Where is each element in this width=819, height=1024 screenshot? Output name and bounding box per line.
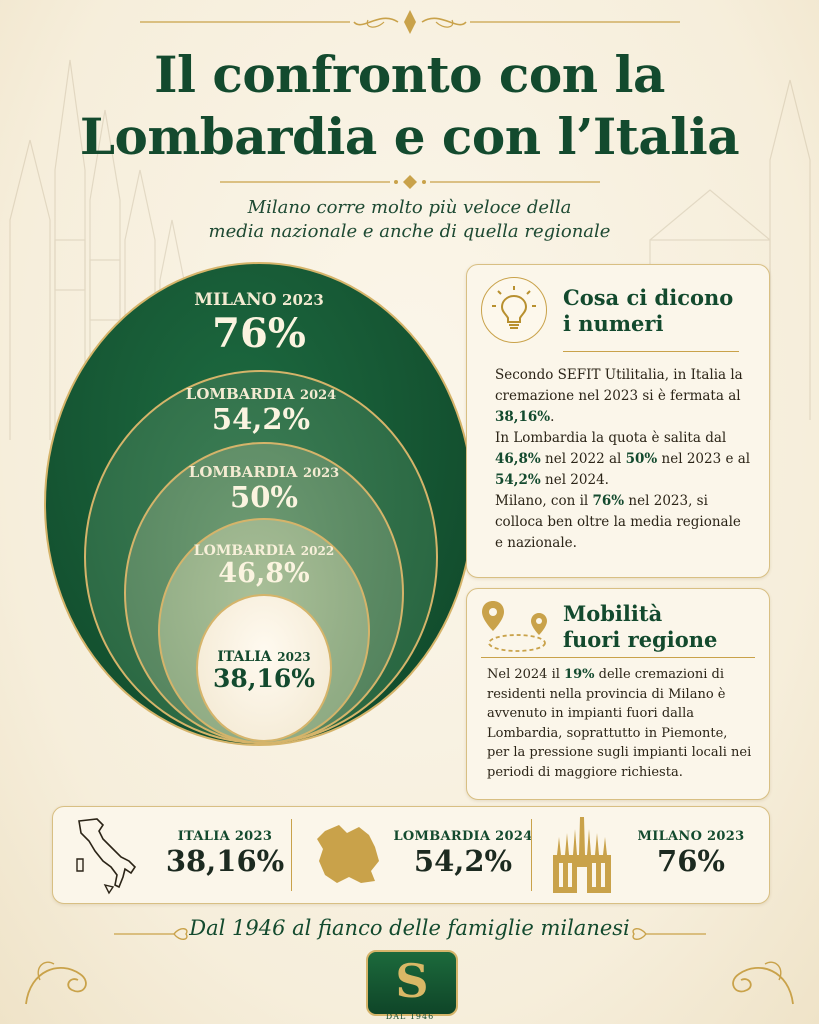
company-logo: S bbox=[366, 950, 458, 1016]
circle-milano-value: 76% bbox=[212, 310, 306, 357]
circle-lombardia-2022-value: 46,8% bbox=[218, 558, 310, 589]
circle-italia-value: 38,16% bbox=[212, 664, 316, 693]
lightbulb-icon bbox=[481, 277, 547, 343]
italy-map-icon bbox=[76, 818, 137, 895]
cathedral-sketch-left bbox=[9, 59, 185, 440]
stat-lombardia: LOMBARDIA 2024 54,2% bbox=[373, 829, 553, 878]
nested-circles-chart: MILANO 2023 76% LOMBARDIA 2024 54,2% LOM… bbox=[44, 262, 474, 746]
stat-milano-label: MILANO 2023 bbox=[637, 829, 745, 844]
mobility-card-body: Nel 2024 il 19% delle cremazioni di resi… bbox=[487, 667, 752, 780]
stats-bar: ITALIA 2023 38,16% LOMBARDIA 2024 54,2% … bbox=[52, 806, 770, 904]
milan-cathedral-icon bbox=[553, 817, 611, 893]
top-ornament bbox=[140, 10, 680, 34]
stats-divider-1 bbox=[291, 819, 292, 891]
footer-tagline: Dal 1946 al fianco delle famiglie milane… bbox=[189, 916, 630, 940]
mobility-title-line-1: Mobilità bbox=[563, 601, 663, 626]
subtitle-line-1: Milano corre molto più veloce della bbox=[247, 197, 572, 218]
circle-italia-2023: ITALIA 2023 38,16% bbox=[196, 594, 332, 742]
numbers-card-title: Cosa ci dicono i numeri bbox=[563, 285, 733, 337]
stat-italia-label: ITALIA 2023 bbox=[177, 829, 273, 844]
mobility-card-title: Mobilità fuori regione bbox=[563, 601, 717, 653]
circle-lombardia-2024-value: 54,2% bbox=[211, 402, 311, 436]
numbers-title-line-2: i numeri bbox=[563, 311, 664, 336]
footer-ornament-right bbox=[632, 928, 706, 940]
circle-lombardia-2024-label: LOMBARDIA 2024 bbox=[185, 385, 337, 403]
stats-divider-2 bbox=[531, 819, 532, 891]
stat-italia: ITALIA 2023 38,16% bbox=[155, 829, 295, 878]
stat-milano: MILANO 2023 76% bbox=[623, 829, 759, 878]
title-line-2: Lombardia e con l’Italia bbox=[79, 107, 740, 166]
circle-milano-label: MILANO 2023 bbox=[194, 290, 324, 310]
numbers-card-divider bbox=[563, 351, 739, 352]
stat-milano-value: 76% bbox=[657, 844, 725, 878]
page-title: Il confronto con la Lombardia e con l’It… bbox=[0, 44, 819, 168]
mobility-card: Mobilità fuori regione Nel 2024 il 19% d… bbox=[466, 588, 770, 800]
circle-lombardia-2023-value: 50% bbox=[230, 480, 298, 514]
numbers-paragraph-3: Milano, con il 76% nel 2023, si colloca … bbox=[495, 493, 741, 551]
title-divider bbox=[220, 175, 600, 189]
logo-letter: S bbox=[395, 954, 429, 1008]
logo-caption: DAL 1946 bbox=[385, 1012, 435, 1021]
corner-flourish-right bbox=[732, 961, 794, 1005]
stat-lombardia-value: 54,2% bbox=[413, 844, 513, 878]
route-pins-icon bbox=[482, 601, 547, 652]
corner-flourish-left bbox=[25, 961, 87, 1005]
title-line-1: Il confronto con la bbox=[154, 45, 665, 104]
stat-italia-value: 38,16% bbox=[165, 844, 285, 878]
mobility-card-divider bbox=[481, 657, 755, 658]
subtitle: Milano corre molto più veloce della medi… bbox=[0, 196, 819, 244]
circle-lombardia-2022-label: LOMBARDIA 2022 bbox=[193, 543, 335, 559]
circle-lombardia-2023-label: LOMBARDIA 2023 bbox=[188, 463, 340, 481]
numbers-card-body: Secondo SEFIT Utilitalia, in Italia la c… bbox=[495, 365, 751, 554]
numbers-paragraph-2: In Lombardia la quota è salita dal 46,8%… bbox=[495, 430, 751, 488]
subtitle-line-2: media nazionale e anche di quella region… bbox=[208, 221, 611, 242]
numbers-paragraph-1: Secondo SEFIT Utilitalia, in Italia la c… bbox=[495, 367, 743, 425]
numbers-card: Cosa ci dicono i numeri Secondo SEFIT Ut… bbox=[466, 264, 770, 578]
mobility-title-line-2: fuori regione bbox=[563, 627, 718, 652]
circle-italia-label: ITALIA 2023 bbox=[217, 649, 311, 665]
numbers-title-line-1: Cosa ci dicono bbox=[563, 285, 734, 310]
lombardy-map-icon bbox=[317, 825, 379, 883]
stat-lombardia-label: LOMBARDIA 2024 bbox=[393, 829, 533, 844]
footer-ornament-left bbox=[114, 928, 188, 940]
